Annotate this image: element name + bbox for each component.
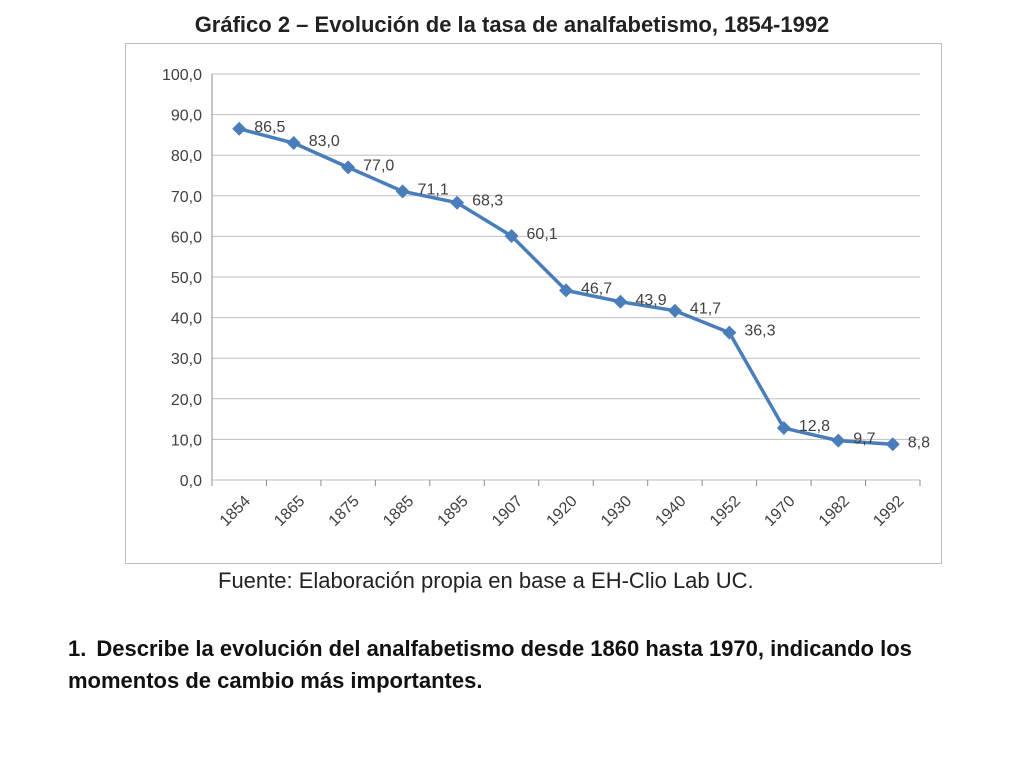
x-tick-label: 1907	[489, 493, 526, 530]
data-point	[885, 437, 900, 452]
y-tick-label: 60,0	[171, 229, 202, 246]
y-tick-label: 100,0	[162, 67, 202, 84]
data-label: 8,8	[908, 434, 930, 451]
data-label: 46,7	[581, 280, 612, 297]
y-tick-label: 30,0	[171, 351, 202, 368]
data-point	[341, 160, 356, 175]
data-point	[232, 121, 247, 136]
x-tick-label: 1885	[380, 493, 417, 530]
x-tick-label: 1920	[544, 493, 581, 530]
data-point	[395, 184, 410, 199]
data-point	[776, 421, 791, 436]
x-tick-label: 1940	[652, 493, 689, 530]
data-label: 41,7	[690, 301, 721, 318]
y-tick-label: 20,0	[171, 392, 202, 409]
x-tick-label: 1854	[217, 493, 254, 530]
data-label: 60,1	[527, 226, 558, 243]
x-tick-label: 1970	[761, 493, 798, 530]
question-text: Describe la evolución del analfabetismo …	[68, 636, 912, 693]
data-point	[286, 136, 301, 151]
data-point	[831, 433, 846, 448]
data-point	[559, 283, 573, 298]
question: 1. Describe la evolución del analfabetism…	[68, 633, 998, 697]
data-label: 71,1	[418, 181, 449, 198]
question-number: 1.	[68, 636, 87, 661]
chart-frame: 0,0 10,0 20,0 30,0 40,0 50,0 60,0 70,0 80,0 90,0 1…	[125, 43, 942, 564]
source-note: Fuente: Elaboración propia en base a EH-…	[218, 568, 754, 594]
data-label: 9,7	[853, 431, 875, 448]
y-tick-label: 40,0	[171, 311, 202, 328]
y-tick-label: 70,0	[171, 189, 202, 206]
y-tick-label: 0,0	[180, 473, 202, 490]
data-label: 12,8	[799, 418, 830, 435]
x-tick-label: 1865	[271, 493, 308, 530]
y-tick-label: 10,0	[171, 432, 202, 449]
x-tick-label: 1895	[435, 493, 472, 530]
source-prefix: Fuente: Elaboración propia en base a	[218, 568, 592, 593]
x-tick-label: 1875	[326, 493, 363, 530]
y-tick-label: 90,0	[171, 108, 202, 125]
line-chart: 0,0 10,0 20,0 30,0 40,0 50,0 60,0 70,0 80,0 90,0 1…	[162, 67, 930, 530]
data-point	[722, 325, 737, 340]
x-tick-label: 1952	[707, 493, 744, 530]
y-tick-label: 80,0	[171, 148, 202, 165]
data-label: 68,3	[472, 193, 503, 210]
x-tick-label: 1992	[870, 493, 907, 530]
data-point	[667, 303, 682, 318]
x-tick-label: 1930	[598, 493, 635, 530]
data-point	[450, 195, 465, 210]
source-brand: EH-Clio Lab UC.	[591, 568, 754, 593]
data-label: 83,0	[309, 133, 340, 150]
data-label: 86,5	[254, 119, 285, 136]
y-tick-label: 50,0	[171, 270, 202, 287]
page-title: Gráfico 2 – Evolución de la tasa de anal…	[194, 12, 830, 37]
data-label: 77,0	[363, 157, 394, 174]
data-label: 36,3	[744, 323, 775, 340]
data-point	[613, 294, 628, 309]
data-point	[504, 228, 519, 243]
data-label: 43,9	[635, 292, 666, 309]
x-tick-label: 1982	[816, 493, 853, 530]
